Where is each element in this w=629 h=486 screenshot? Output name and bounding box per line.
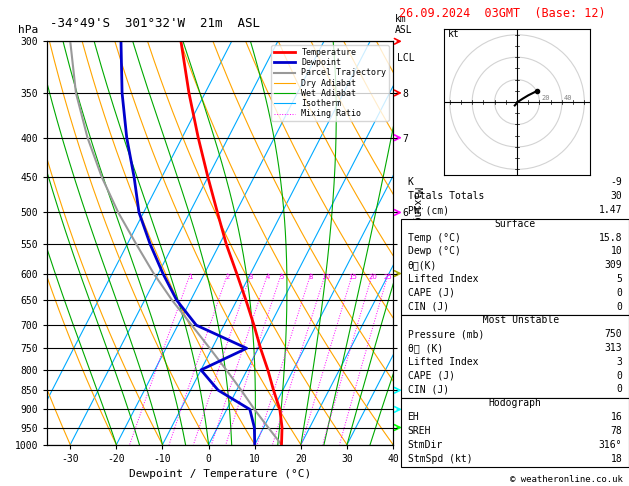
- Text: 26.09.2024  03GMT  (Base: 12): 26.09.2024 03GMT (Base: 12): [399, 7, 606, 20]
- Text: 15: 15: [348, 274, 357, 279]
- Text: 316°: 316°: [599, 440, 622, 450]
- Text: Surface: Surface: [494, 219, 535, 229]
- Text: SREH: SREH: [408, 426, 431, 436]
- Text: Totals Totals: Totals Totals: [408, 191, 484, 201]
- Text: 20: 20: [542, 95, 550, 101]
- Text: θᴁ(K): θᴁ(K): [408, 260, 437, 270]
- Bar: [401, 399, 629, 468]
- Text: 18: 18: [610, 453, 622, 464]
- Text: -34°49'S  301°32'W  21m  ASL: -34°49'S 301°32'W 21m ASL: [50, 17, 260, 30]
- Text: Temp (°C): Temp (°C): [408, 233, 460, 243]
- Text: PW (cm): PW (cm): [408, 205, 448, 215]
- Text: 40: 40: [564, 95, 572, 101]
- Text: 1.47: 1.47: [599, 205, 622, 215]
- Y-axis label: Mixing Ratio (g/kg): Mixing Ratio (g/kg): [412, 187, 422, 299]
- Text: CAPE (J): CAPE (J): [408, 371, 455, 381]
- Text: 0: 0: [616, 288, 622, 298]
- Text: 0: 0: [616, 371, 622, 381]
- Text: 309: 309: [604, 260, 622, 270]
- Text: Lifted Index: Lifted Index: [408, 357, 478, 367]
- Text: 0: 0: [616, 384, 622, 395]
- Text: 15.8: 15.8: [599, 233, 622, 243]
- Text: 20: 20: [368, 274, 377, 279]
- Text: CIN (J): CIN (J): [408, 384, 448, 395]
- Text: 3: 3: [616, 357, 622, 367]
- X-axis label: Dewpoint / Temperature (°C): Dewpoint / Temperature (°C): [129, 469, 311, 479]
- Text: 25: 25: [384, 274, 392, 279]
- Text: -9: -9: [610, 177, 622, 188]
- Text: 750: 750: [604, 329, 622, 339]
- Text: Most Unstable: Most Unstable: [470, 315, 559, 326]
- Text: Pressure (mb): Pressure (mb): [408, 329, 484, 339]
- Text: 10: 10: [610, 246, 622, 257]
- Text: 4: 4: [265, 274, 270, 279]
- Bar: [401, 219, 629, 315]
- Text: StmSpd (kt): StmSpd (kt): [408, 453, 472, 464]
- Text: 30: 30: [610, 191, 622, 201]
- Text: 313: 313: [604, 343, 622, 353]
- Text: km
ASL: km ASL: [395, 14, 413, 35]
- Text: LCL: LCL: [397, 53, 415, 64]
- Text: Dewp (°C): Dewp (°C): [408, 246, 460, 257]
- Text: 5: 5: [616, 274, 622, 284]
- Text: 0: 0: [616, 302, 622, 312]
- Text: 3: 3: [248, 274, 253, 279]
- Text: hPa: hPa: [18, 25, 38, 35]
- Text: StmDir: StmDir: [408, 440, 443, 450]
- Text: Lifted Index: Lifted Index: [408, 274, 478, 284]
- Text: CAPE (J): CAPE (J): [408, 288, 455, 298]
- Bar: [401, 315, 629, 399]
- Text: EH: EH: [408, 412, 420, 422]
- Legend: Temperature, Dewpoint, Parcel Trajectory, Dry Adiabat, Wet Adiabat, Isotherm, Mi: Temperature, Dewpoint, Parcel Trajectory…: [272, 46, 389, 121]
- Text: CIN (J): CIN (J): [408, 302, 448, 312]
- Text: K: K: [408, 177, 413, 188]
- Text: 78: 78: [610, 426, 622, 436]
- Text: kt: kt: [447, 29, 459, 39]
- Text: 2: 2: [226, 274, 230, 279]
- Text: θᴁ (K): θᴁ (K): [408, 343, 443, 353]
- Text: 16: 16: [610, 412, 622, 422]
- Text: 8: 8: [309, 274, 313, 279]
- Text: © weatheronline.co.uk: © weatheronline.co.uk: [510, 474, 623, 484]
- Text: 5: 5: [279, 274, 284, 279]
- Text: 1: 1: [188, 274, 192, 279]
- Text: Hodograph: Hodograph: [488, 399, 542, 408]
- Text: 10: 10: [321, 274, 330, 279]
